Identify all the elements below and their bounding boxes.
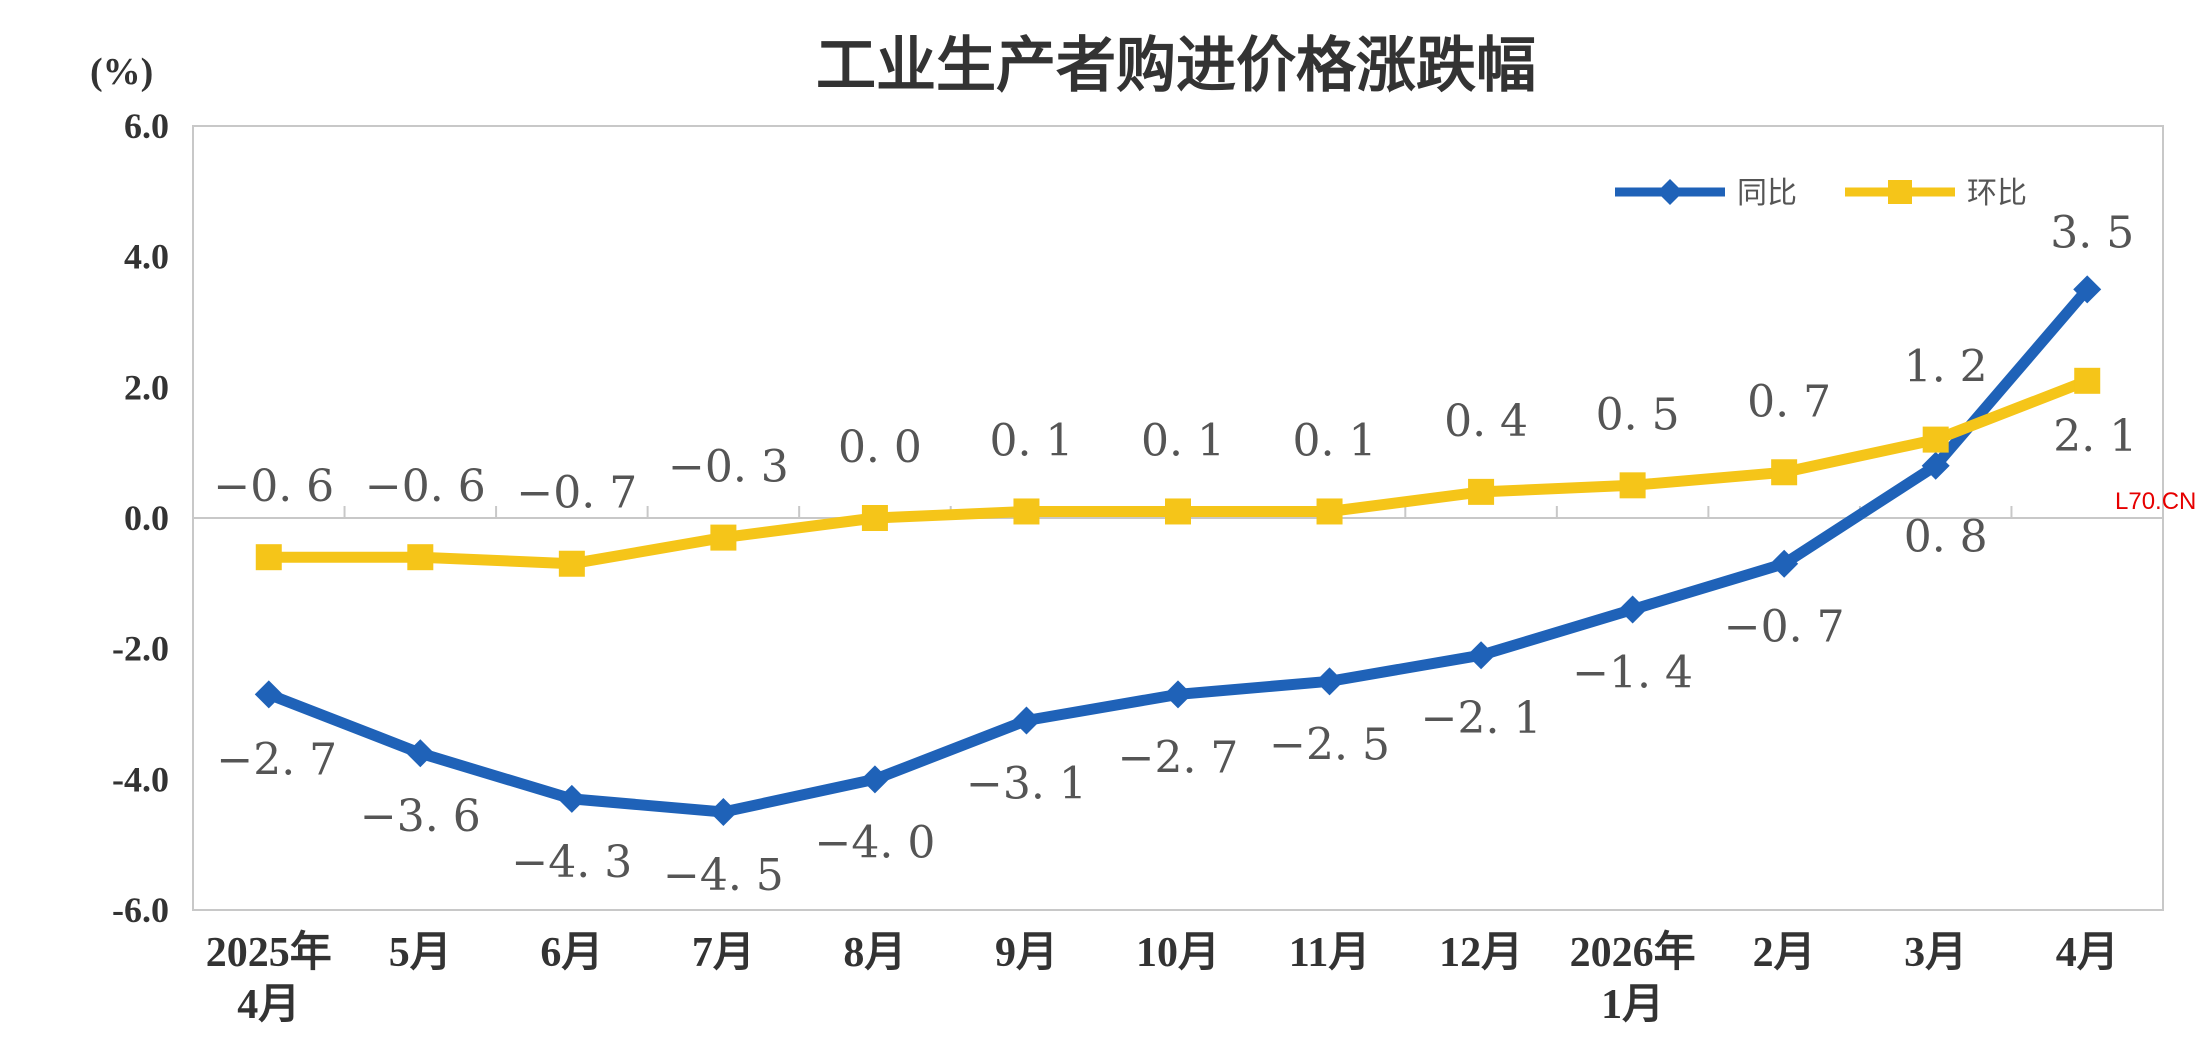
data-point-square bbox=[1316, 498, 1343, 525]
data-label: −0. 7 bbox=[516, 468, 637, 519]
legend-label: 同比 bbox=[1737, 176, 1797, 211]
x-tick-label: 2026年 1月 bbox=[1570, 929, 1696, 1028]
data-point-square bbox=[255, 544, 282, 571]
x-tick-label: 6月 bbox=[540, 930, 603, 976]
data-label: −3. 6 bbox=[360, 791, 481, 842]
data-point-diamond bbox=[1618, 595, 1647, 624]
data-label: −4. 3 bbox=[511, 837, 632, 888]
data-point-square bbox=[1771, 459, 1798, 486]
data-point-diamond bbox=[1467, 641, 1496, 670]
legend-marker-square bbox=[1888, 180, 1912, 204]
data-point-square bbox=[407, 544, 434, 571]
data-label: −0. 3 bbox=[668, 442, 789, 493]
data-point-diamond bbox=[1315, 667, 1344, 696]
data-label: −1. 4 bbox=[1572, 647, 1693, 698]
data-label: 0. 0 bbox=[838, 422, 922, 473]
x-tick-label: 2025年 4月 bbox=[206, 929, 332, 1028]
data-point-square bbox=[558, 550, 585, 577]
data-point-diamond bbox=[1770, 549, 1799, 578]
data-label: −2. 1 bbox=[1421, 693, 1542, 744]
legend-marker-diamond bbox=[1657, 179, 1683, 205]
data-label: 0. 1 bbox=[989, 415, 1073, 466]
data-label: 3. 5 bbox=[2050, 207, 2134, 258]
x-tick-label: 8月 bbox=[843, 930, 906, 976]
x-tick-label: 11月 bbox=[1289, 930, 1371, 976]
data-label: −2. 7 bbox=[1118, 732, 1239, 783]
x-tick-label: 9月 bbox=[995, 930, 1058, 976]
data-label: −3. 1 bbox=[966, 759, 1087, 810]
series-layer bbox=[254, 275, 2102, 826]
y-tick-label: -6.0 bbox=[112, 890, 169, 930]
data-point-diamond bbox=[1012, 706, 1041, 735]
x-tick-label: 2月 bbox=[1753, 930, 1816, 976]
y-axis: 6.0 4.0 2.0 0.0 -2.0 -4.0 -6.0 bbox=[112, 106, 169, 930]
data-point-diamond bbox=[709, 798, 738, 826]
y-tick-label: -4.0 bbox=[112, 759, 169, 799]
data-point-square bbox=[710, 524, 737, 551]
data-point-square bbox=[861, 505, 888, 531]
chart-title: 工业生产者购进价格涨跌幅 bbox=[816, 31, 1536, 101]
data-point-diamond bbox=[557, 784, 586, 813]
x-axis: 2025年 4月 5月 6月 7月 8月 9月 10月 11月 12月 2026年 1月 2月 3月 4月 bbox=[193, 506, 2163, 1028]
x-tick-label: 7月 bbox=[692, 930, 755, 976]
data-point-diamond bbox=[860, 765, 889, 794]
x-tick-label: 5月 bbox=[389, 930, 452, 976]
data-point-diamond bbox=[254, 680, 283, 709]
data-label: 1. 2 bbox=[1904, 342, 1988, 393]
data-point-diamond bbox=[2073, 275, 2102, 304]
watermark-text: L70.CN bbox=[2115, 488, 2196, 515]
data-label: −2. 7 bbox=[216, 734, 337, 785]
legend-label: 环比 bbox=[1967, 176, 2027, 211]
y-tick-label: 6.0 bbox=[124, 106, 169, 146]
data-label: 0. 7 bbox=[1747, 376, 1831, 427]
y-tick-label: -2.0 bbox=[112, 629, 169, 669]
y-tick-label: 4.0 bbox=[124, 237, 169, 277]
data-label: 0. 1 bbox=[1293, 415, 1377, 466]
data-point-diamond bbox=[406, 739, 435, 768]
data-label: −0. 6 bbox=[213, 461, 334, 512]
data-label: 2. 1 bbox=[2053, 411, 2137, 462]
data-label: 0. 8 bbox=[1904, 512, 1988, 563]
data-label: 0. 4 bbox=[1444, 396, 1528, 447]
y-axis-unit: (%) bbox=[90, 51, 153, 93]
x-tick-label: 4月 bbox=[2056, 930, 2119, 976]
data-label: −2. 5 bbox=[1269, 719, 1390, 770]
y-tick-label: 2.0 bbox=[124, 367, 169, 407]
x-tick-label: 12月 bbox=[1439, 930, 1523, 976]
legend: 同比 环比 bbox=[1615, 176, 2027, 211]
data-label: −4. 0 bbox=[815, 817, 936, 868]
data-point-square bbox=[1922, 426, 1949, 453]
y-tick-label: 0.0 bbox=[124, 498, 169, 538]
data-point-square bbox=[1013, 498, 1040, 525]
x-tick-label: 3月 bbox=[1904, 930, 1967, 976]
data-point-square bbox=[2074, 367, 2101, 394]
data-label: 0. 5 bbox=[1596, 389, 1680, 440]
data-label: −4. 5 bbox=[663, 850, 784, 901]
data-point-square bbox=[1468, 478, 1495, 505]
data-label: −0. 7 bbox=[1724, 602, 1845, 653]
data-point-square bbox=[1619, 472, 1646, 499]
data-point-diamond bbox=[1921, 451, 1950, 480]
data-label: −0. 6 bbox=[365, 461, 486, 512]
x-tick-label: 10月 bbox=[1136, 930, 1220, 976]
data-label-layer: −2. 7 −3. 6 −4. 3 −4. 5 −4. 0 −3. 1 −2. 7 −2. 5… bbox=[213, 207, 2137, 901]
data-label: 0. 1 bbox=[1141, 415, 1225, 466]
data-point-square bbox=[1165, 498, 1191, 525]
data-point-diamond bbox=[1164, 680, 1192, 709]
